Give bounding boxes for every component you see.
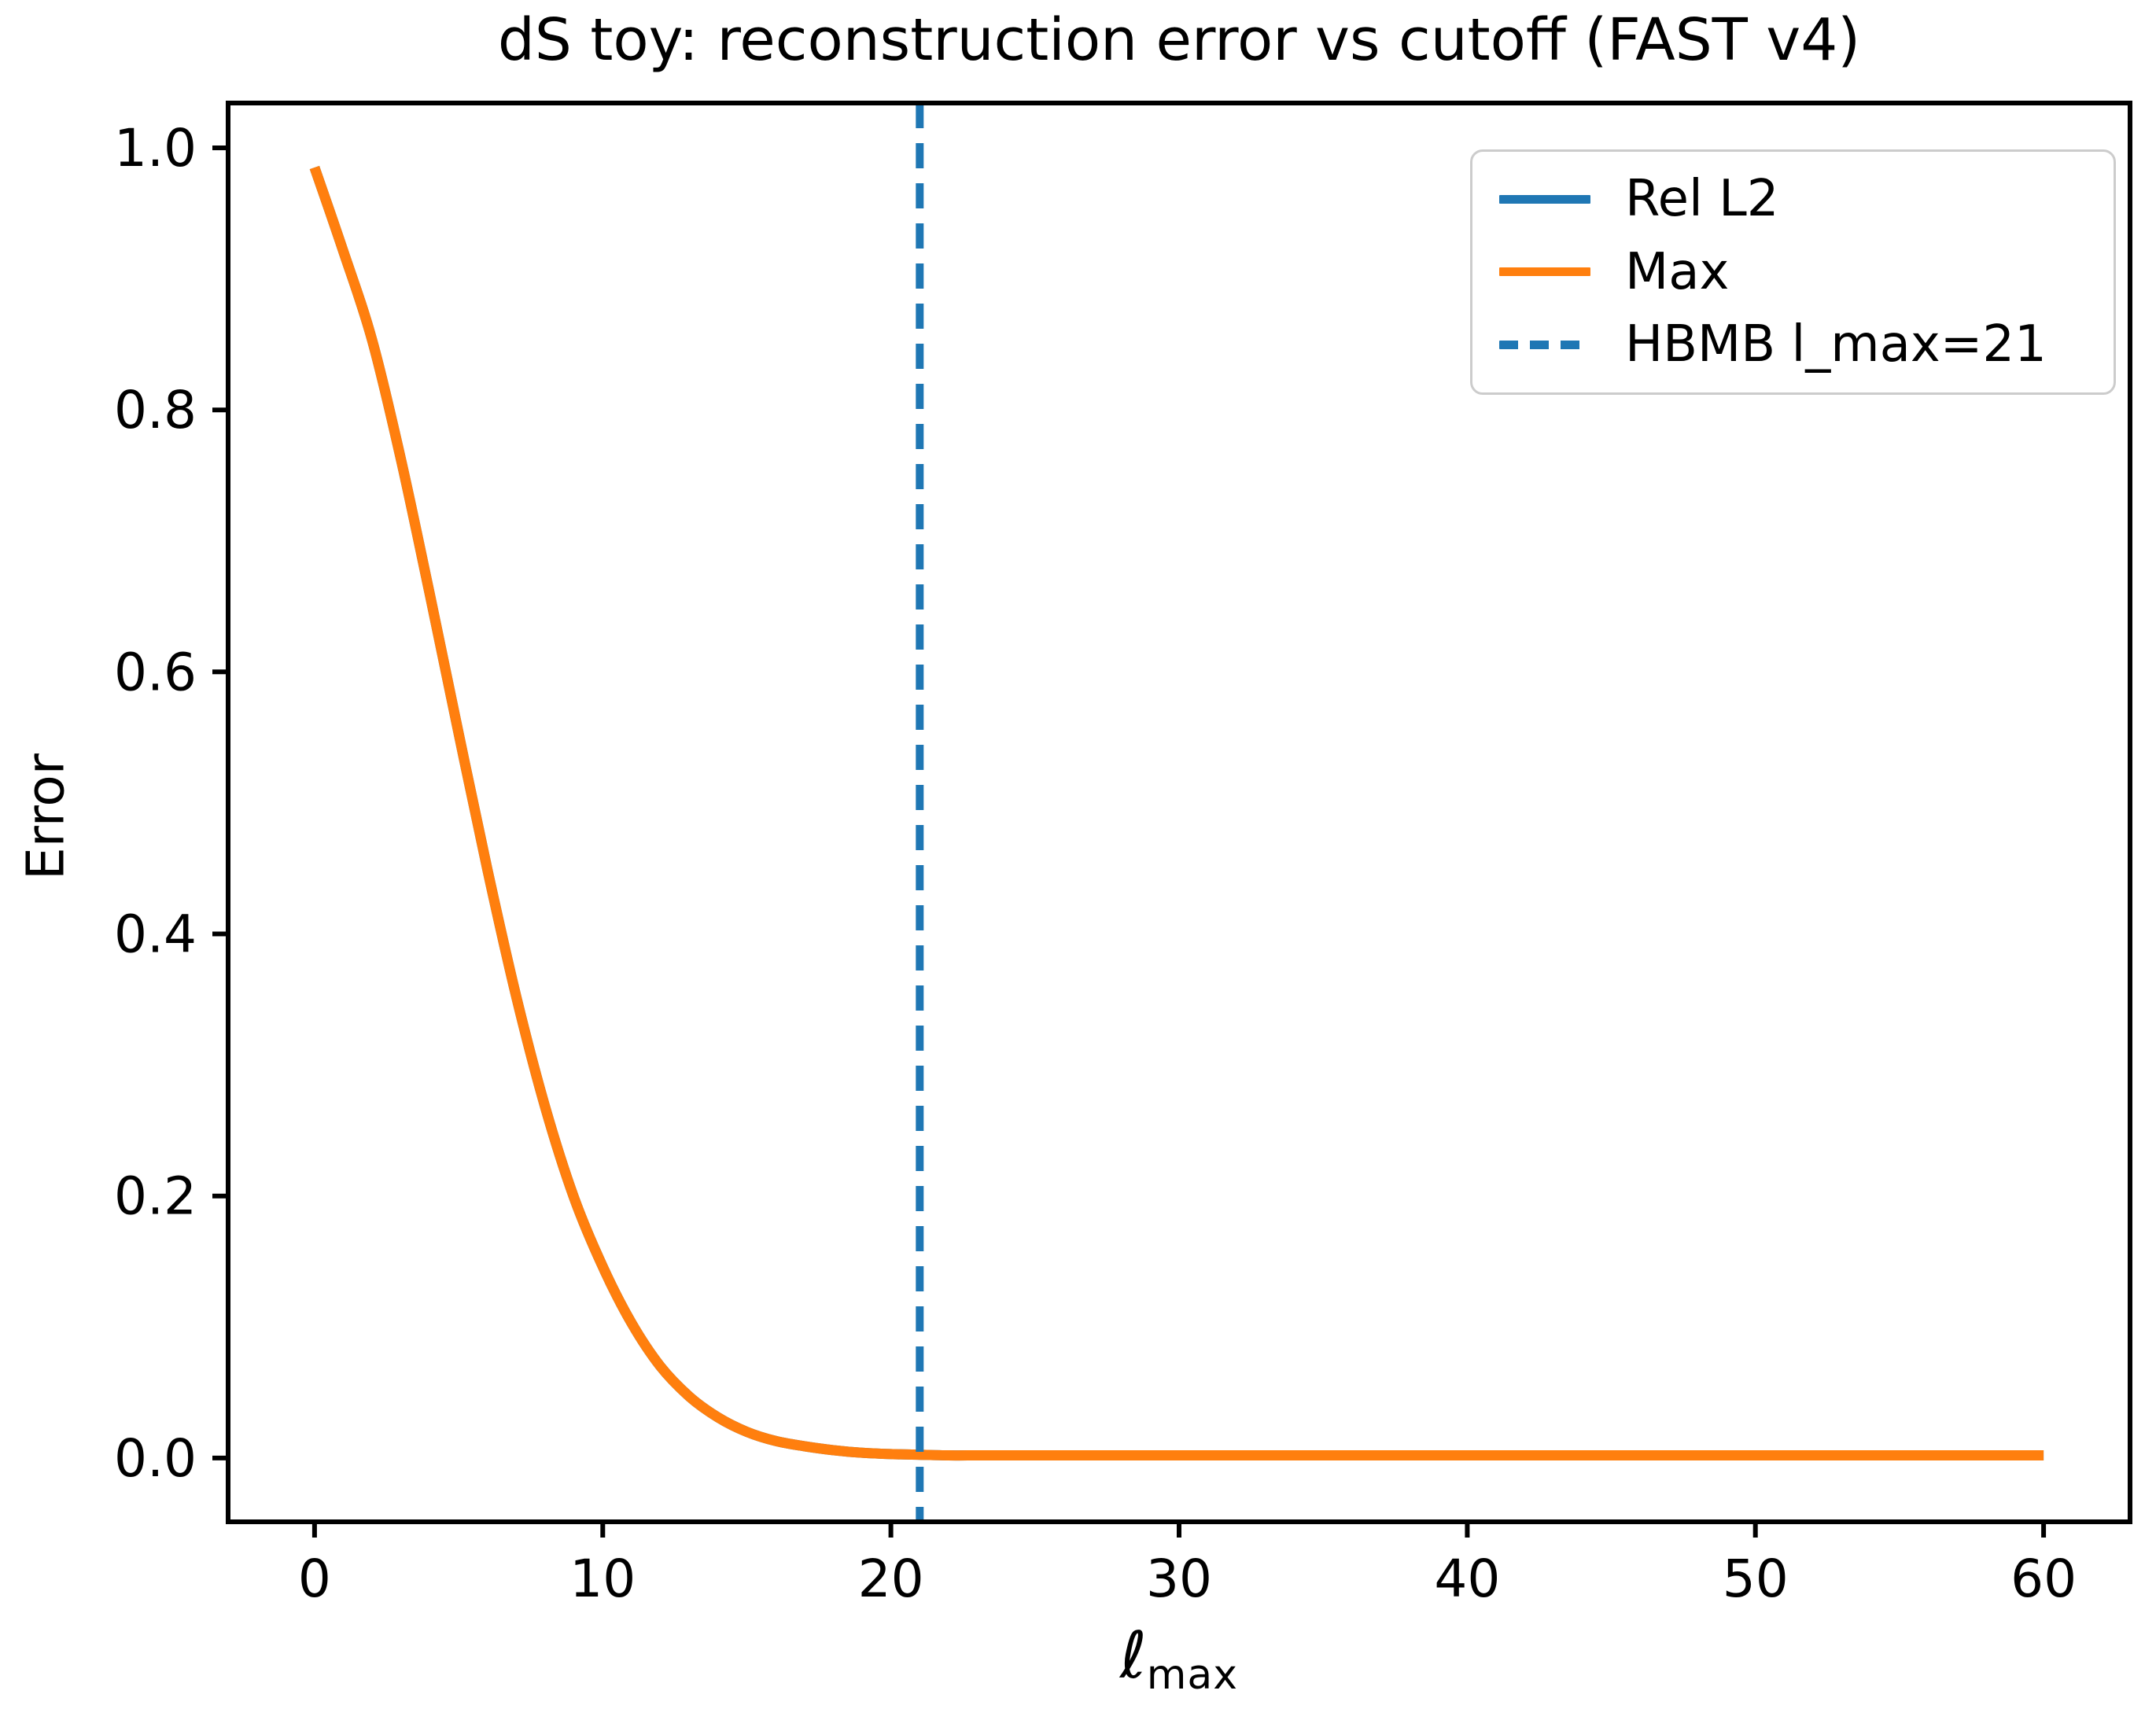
plot-title: dS toy: reconstruction error vs cutoff (… xyxy=(497,6,1861,74)
legend-entry-hbmb-lmax: HBMB l_max=21 xyxy=(1499,315,2087,374)
x-axis-label: ℓmax xyxy=(228,1619,2130,1699)
y-tick-label: 0.6 xyxy=(114,642,197,702)
y-tick-label: 0.4 xyxy=(114,904,197,965)
legend-entry-rel-l2: Rel L2 xyxy=(1499,171,2087,227)
x-tick-label: 0 xyxy=(298,1549,331,1609)
legend-label: Max xyxy=(1625,242,1730,301)
y-tick-label: 1.0 xyxy=(114,118,197,179)
x-axis-label-subscript: max xyxy=(1146,1652,1239,1699)
legend-line-sample-solid-blue xyxy=(1499,194,1590,204)
y-tick-label: 0.2 xyxy=(114,1166,197,1227)
y-axis-label: Error xyxy=(15,753,76,880)
x-tick-label: 60 xyxy=(2010,1549,2077,1609)
legend-entry-max: Max xyxy=(1499,242,2087,301)
series-line-max xyxy=(309,165,2044,1461)
legend-label: Rel L2 xyxy=(1625,170,1779,229)
y-tick-label: 0.8 xyxy=(114,380,197,440)
x-tick-label: 40 xyxy=(1434,1549,1500,1609)
x-tick-label: 20 xyxy=(858,1549,924,1609)
x-tick-label: 50 xyxy=(1723,1549,1789,1609)
x-tick-label: 10 xyxy=(569,1549,636,1609)
x-axis-label-symbol: ℓ xyxy=(1119,1619,1147,1693)
x-tick-label: 30 xyxy=(1146,1549,1212,1609)
legend-line-sample-solid-orange xyxy=(1499,267,1590,277)
legend-box: Rel L2 Max HBMB l_max=21 xyxy=(1470,149,2116,395)
legend-label: HBMB l_max=21 xyxy=(1625,315,2047,374)
legend-line-sample-dashed-blue xyxy=(1499,341,1590,350)
y-tick-label: 0.0 xyxy=(114,1428,197,1489)
